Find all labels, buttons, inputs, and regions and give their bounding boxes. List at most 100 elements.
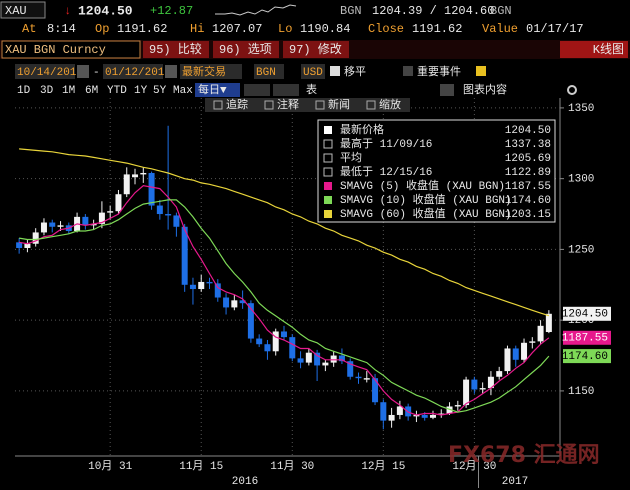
y-tick-label: 1300 [568,174,594,186]
field-label: Op [95,22,109,36]
menu-button[interactable] [213,41,279,58]
checkbox[interactable] [403,66,413,76]
events-icon[interactable] [476,66,486,76]
tool[interactable]: 追踪 [226,97,248,112]
y-tick-label: 1350 [568,103,594,115]
dash: - [93,67,100,79]
legend-label: SMAVG (60) 收盘值 (XAU BGN) [340,206,512,221]
field-label: At [22,22,36,36]
candle-body [256,338,263,345]
table-button[interactable]: 表 [306,82,317,97]
candle-body [281,331,287,338]
settings-icon[interactable] [273,84,299,96]
legend-icon [323,167,333,177]
tool[interactable]: 新闻 [328,97,350,112]
candle-body [40,222,47,233]
candle-body [98,212,105,224]
content-icon[interactable] [440,84,454,96]
x-tick-label: 11月 30 [270,460,314,473]
candle-body [231,300,238,308]
line-icon[interactable] [244,84,270,96]
security: XAU BGN Curncy [5,43,106,57]
candle-body [496,371,503,377]
candle-body [396,406,403,415]
tool[interactable]: 注释 [277,97,299,112]
legend-label: SMAVG (5) 收盘值 (XAU BGN) [340,178,505,193]
currency-box[interactable] [301,64,325,79]
period[interactable]: 1D [17,85,31,97]
candle-body [504,348,511,372]
candle-body [289,337,296,359]
candle-body [529,341,536,343]
field-label: Value [482,22,518,36]
x-tick-label: 12月 15 [361,460,405,473]
candle-body [355,376,362,379]
period[interactable]: 3D [40,85,54,97]
period[interactable]: 6M [85,85,98,97]
freq-box[interactable] [195,83,240,97]
legend-swatch [324,210,332,218]
menu-button[interactable] [143,41,209,58]
source: BGN [490,4,512,18]
period[interactable]: YTD [107,85,127,97]
candle-body [140,172,147,175]
candle-body [521,342,528,360]
legend-box [317,119,556,223]
legend-label: 最低于 12/15/16 [340,165,432,179]
period[interactable]: 1Y [134,85,148,97]
legend-value: 1337.38 [505,139,551,151]
arrow: ↓ [64,4,71,18]
tool[interactable]: 缩放 [379,97,401,112]
security-box[interactable] [1,40,141,59]
field-value: 1190.84 [300,22,350,36]
candle-body [206,281,213,284]
view-box[interactable] [560,41,628,58]
legend-value: 1203.15 [505,209,551,221]
checkbox[interactable] [330,66,340,76]
legend-label: 平均 [340,151,362,165]
menu-label[interactable]: 95) 比较 [149,41,202,57]
x-tick-label: 11月 15 [179,460,223,473]
field-value: 01/17/17 [526,22,584,36]
period[interactable]: 1M [62,85,75,97]
menu-label[interactable]: 97) 修改 [289,41,342,57]
candle-body [330,355,337,363]
gear-icon[interactable] [567,85,577,95]
candle-body [189,284,196,290]
candle-body [512,348,519,360]
source-box[interactable] [254,64,284,79]
candle-body [487,376,494,389]
mode: 最新交易 [182,64,226,79]
legend-label: 最高于 11/09/16 [340,136,432,151]
legend-icon [324,126,332,134]
source: BGN [340,4,362,18]
candle-body [479,388,486,390]
candle-body [545,313,552,333]
legend-value: 1122.89 [505,167,551,179]
candle-body [181,226,188,285]
start-date: 10/14/2016 [17,67,83,79]
candle-body [429,414,436,418]
mode-box[interactable] [180,64,242,79]
field-value: 1191.62 [412,22,462,36]
toggle: 移平 [344,65,366,79]
ticker-box[interactable] [0,1,46,19]
chart-content[interactable]: 图表内容 [463,82,507,97]
legend-value: 1174.60 [505,195,551,207]
field-label: Hi [190,22,204,36]
period[interactable]: Max [173,85,193,97]
candle-body [272,331,279,352]
legend-value: 1205.69 [505,153,551,165]
price-source: BGN [256,67,276,79]
candle-body [239,300,246,304]
start-box[interactable] [15,64,75,79]
period[interactable]: 5Y [153,85,167,97]
menu-button[interactable] [283,41,349,58]
calendar-icon[interactable] [77,65,89,78]
end-box[interactable] [103,64,163,79]
calendar-icon[interactable] [165,65,177,78]
candle-body [438,413,445,415]
menu-label[interactable]: 96) 选项 [219,42,272,57]
bid-ask: 1204.39 / 1204.60 [372,4,494,18]
